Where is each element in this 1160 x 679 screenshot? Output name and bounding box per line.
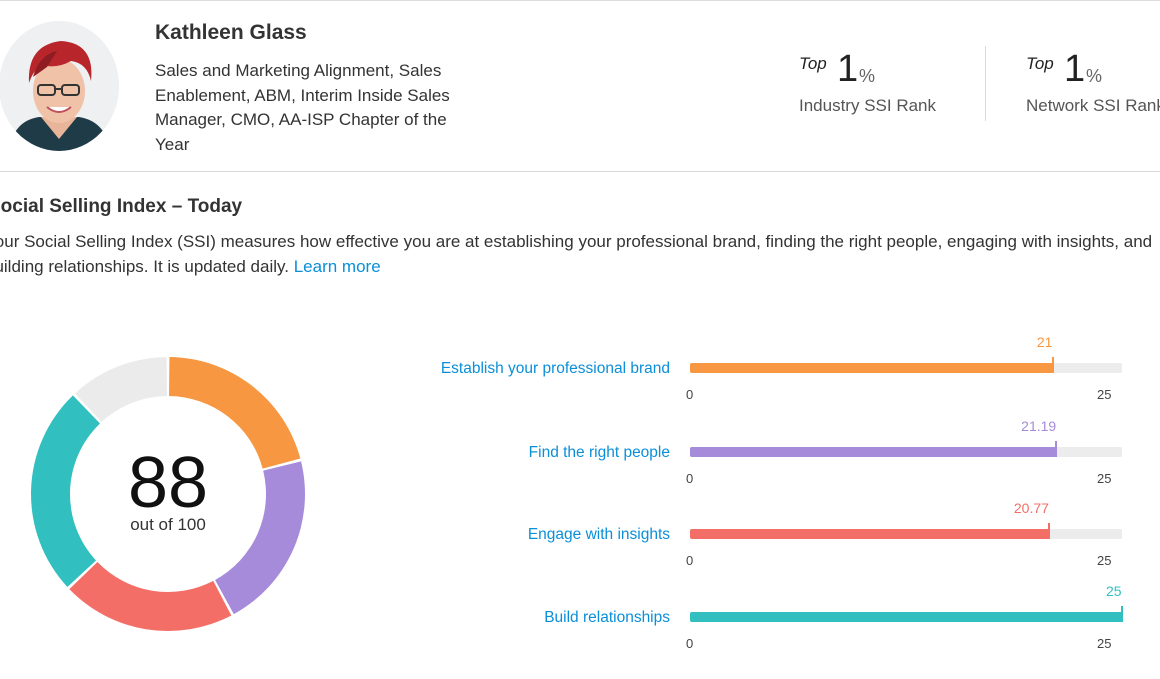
rank-label: Industry SSI Rank [799,96,937,115]
bar-value-label: 20.77 [1013,500,1049,516]
component-bar-row: Engage with insights 20.77 0 25 [0,500,1160,596]
donut-segment-relationships [30,395,100,587]
axis-min-label: 0 [686,471,694,486]
bar-value-marker [1055,441,1058,457]
bar-track: 20.77 [690,500,1122,539]
bar-fill [690,529,1049,539]
component-bar-row: Find the right people 21.19 0 25 [0,418,1160,514]
rank-divider [985,46,986,121]
ssi-description: Your Social Selling Index (SSI) measures… [0,229,1160,279]
profile-name: Kathleen Glass [155,21,307,44]
ssi-donut-chart [30,357,305,631]
avatar-portrait-icon [0,21,119,151]
donut-segment-remainder [75,357,167,423]
axis-min-label: 0 [686,636,694,651]
rank-value: 1 [1064,48,1086,90]
axis-min-label: 0 [686,387,694,402]
axis-max-label: 25 [1097,471,1112,486]
axis-max-label: 25 [1097,636,1112,651]
component-bar-row: Build relationships 25 0 25 [0,583,1160,679]
bar-fill [690,363,1053,373]
ssi-score-caption: out of 100 [130,515,206,534]
rank-top-label: Top [1026,54,1054,73]
component-label-brand[interactable]: Establish your professional brand [440,360,670,377]
ssi-description-text: Your Social Selling Index (SSI) measures… [0,232,1153,276]
bar-track: 25 [690,583,1123,622]
bar-value-marker [1047,523,1050,539]
bar-fill [690,447,1057,457]
donut-segment-brand [169,357,301,469]
component-label-people[interactable]: Find the right people [528,444,670,461]
learn-more-link[interactable]: Learn more [293,257,381,276]
axis-max-label: 25 [1097,387,1112,402]
bar-track: 21 [690,334,1122,373]
axis-max-label: 25 [1097,553,1112,568]
section-divider [0,171,1160,172]
ssi-section-title: Social Selling Index – Today [0,196,243,217]
component-label-relationships[interactable]: Build relationships [544,609,670,626]
axis-min-label: 0 [686,553,694,568]
rank-unit: % [1086,66,1103,86]
component-bar-row: Establish your professional brand 21 0 2… [0,334,1160,430]
rank-value: 1 [837,48,859,90]
ssi-score: 88 [127,443,209,523]
bar-value-label: 21 [1036,334,1053,350]
profile-headline: Sales and Marketing Alignment, Sales Ena… [155,61,450,154]
top-border [0,0,1160,1]
donut-segment-insights [69,562,232,631]
component-label-insights[interactable]: Engage with insights [527,526,670,543]
bar-value-label: 25 [1106,583,1122,599]
profile-avatar[interactable] [0,21,119,151]
bar-value-label: 21.19 [1021,418,1057,434]
rank-top-label: Top [799,54,827,73]
donut-segment-people [215,461,305,615]
bar-value-marker [1121,606,1123,622]
rank-unit: % [859,66,876,86]
bar-fill [690,612,1122,622]
bar-track: 21.19 [690,418,1122,457]
bar-value-marker [1051,357,1054,373]
rank-label: Network SSI Rank [1026,96,1160,115]
